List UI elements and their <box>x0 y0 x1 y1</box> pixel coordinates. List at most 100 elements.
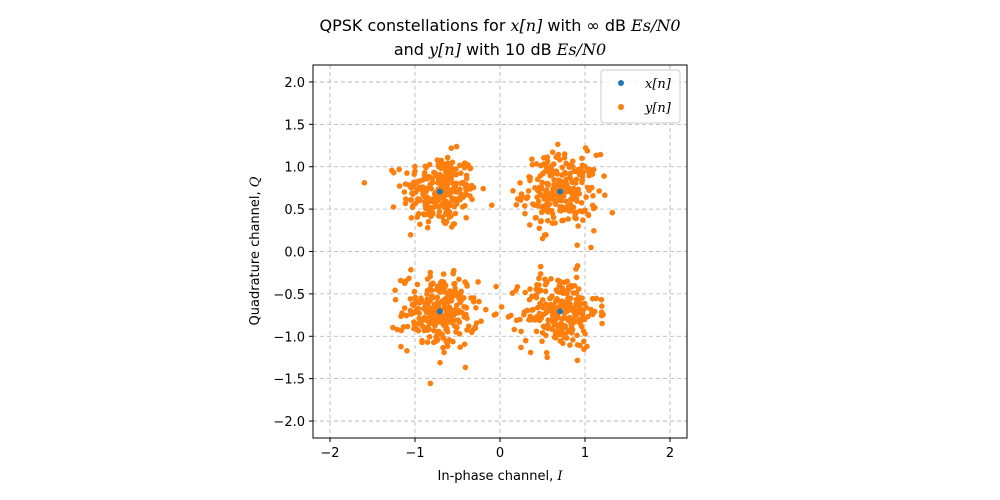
point-y-n <box>427 380 434 387</box>
point-y-n <box>452 197 458 203</box>
point-y-n <box>396 166 403 173</box>
point-y-n <box>489 202 495 208</box>
point-y-n <box>574 198 580 204</box>
point-y-n <box>592 204 598 211</box>
point-y-n <box>458 170 464 176</box>
point-y-n <box>567 174 573 181</box>
point-y-n <box>584 184 591 191</box>
point-y-n <box>560 340 566 347</box>
point-y-n <box>444 184 450 191</box>
point-y-n <box>566 205 572 211</box>
point-y-n <box>448 145 455 151</box>
point-y-n <box>567 342 573 348</box>
point-y-n <box>581 338 587 345</box>
point-y-n <box>539 235 546 242</box>
point-y-n <box>574 342 581 348</box>
point-y-n <box>411 325 417 332</box>
point-y-n <box>533 161 540 167</box>
point-y-n <box>421 212 428 218</box>
point-y-n <box>505 314 512 320</box>
point-y-n <box>426 326 432 332</box>
point-y-n <box>555 277 561 284</box>
point-y-n <box>448 176 455 182</box>
point-y-n <box>483 306 489 313</box>
point-y-n <box>443 338 450 345</box>
point-y-n <box>576 169 582 176</box>
point-y-n <box>446 191 452 198</box>
point-y-n <box>412 163 418 170</box>
point-y-n <box>396 183 403 189</box>
point-y-n <box>423 198 429 204</box>
point-y-n <box>600 311 606 318</box>
point-y-n <box>585 211 591 218</box>
point-y-n <box>404 170 410 176</box>
point-y-n <box>581 316 588 323</box>
point-y-n <box>456 276 462 283</box>
point-y-n <box>555 315 562 321</box>
point-y-n <box>428 213 434 220</box>
point-y-n <box>463 215 470 221</box>
point-y-n <box>424 291 430 297</box>
point-y-n <box>450 180 457 187</box>
point-y-n <box>443 315 450 322</box>
point-y-n <box>390 324 396 331</box>
y-tick-label: 2.0 <box>284 76 305 91</box>
point-y-n <box>440 287 446 293</box>
point-y-n <box>391 169 397 176</box>
point-y-n <box>559 205 566 212</box>
point-y-n <box>537 190 543 197</box>
point-y-n <box>578 323 585 330</box>
point-y-n <box>542 288 549 295</box>
y-tick-label: −1.5 <box>273 373 305 388</box>
point-y-n <box>460 204 466 210</box>
point-y-n <box>453 292 460 298</box>
point-y-n <box>417 299 423 306</box>
point-y-n <box>424 224 431 231</box>
point-y-n <box>549 312 556 319</box>
point-y-n <box>578 200 585 206</box>
point-y-n <box>561 334 567 341</box>
point-x-n <box>436 308 443 315</box>
point-y-n <box>442 220 448 226</box>
point-y-n <box>544 308 550 315</box>
point-y-n <box>473 320 480 326</box>
point-y-n <box>432 191 438 197</box>
point-y-n <box>475 279 481 285</box>
point-y-n <box>457 344 464 351</box>
point-y-n <box>478 318 484 325</box>
point-y-n <box>562 169 568 176</box>
point-y-n <box>534 304 541 311</box>
point-y-n <box>467 165 474 172</box>
point-y-n <box>533 328 540 335</box>
point-y-n <box>557 182 564 189</box>
point-y-n <box>582 207 588 213</box>
point-y-n <box>458 180 464 186</box>
point-y-n <box>451 323 458 329</box>
point-y-n <box>422 169 428 176</box>
point-y-n <box>555 323 562 330</box>
point-y-n <box>532 317 538 323</box>
point-y-n <box>458 191 465 197</box>
point-y-n <box>415 198 422 204</box>
point-y-n <box>453 171 460 178</box>
point-y-n <box>561 279 568 286</box>
point-y-n <box>547 295 553 302</box>
x-tick-label: 0 <box>496 446 504 461</box>
x-tick-label: 1 <box>581 446 589 461</box>
point-y-n <box>570 204 577 210</box>
point-y-n <box>547 191 553 198</box>
point-y-n <box>584 148 591 154</box>
point-y-n <box>555 141 561 148</box>
point-y-n <box>575 223 581 229</box>
point-y-n <box>402 200 409 207</box>
y-tick-label: −2.0 <box>273 415 305 430</box>
point-y-n <box>567 188 573 195</box>
point-y-n <box>521 311 527 318</box>
point-y-n <box>574 242 580 248</box>
point-y-n <box>463 311 469 318</box>
point-y-n <box>553 287 560 293</box>
point-y-n <box>472 325 479 331</box>
x-axis-label: In-phase channel, I <box>438 469 564 484</box>
point-y-n <box>470 299 477 305</box>
y-tick-label: −0.5 <box>273 288 305 303</box>
